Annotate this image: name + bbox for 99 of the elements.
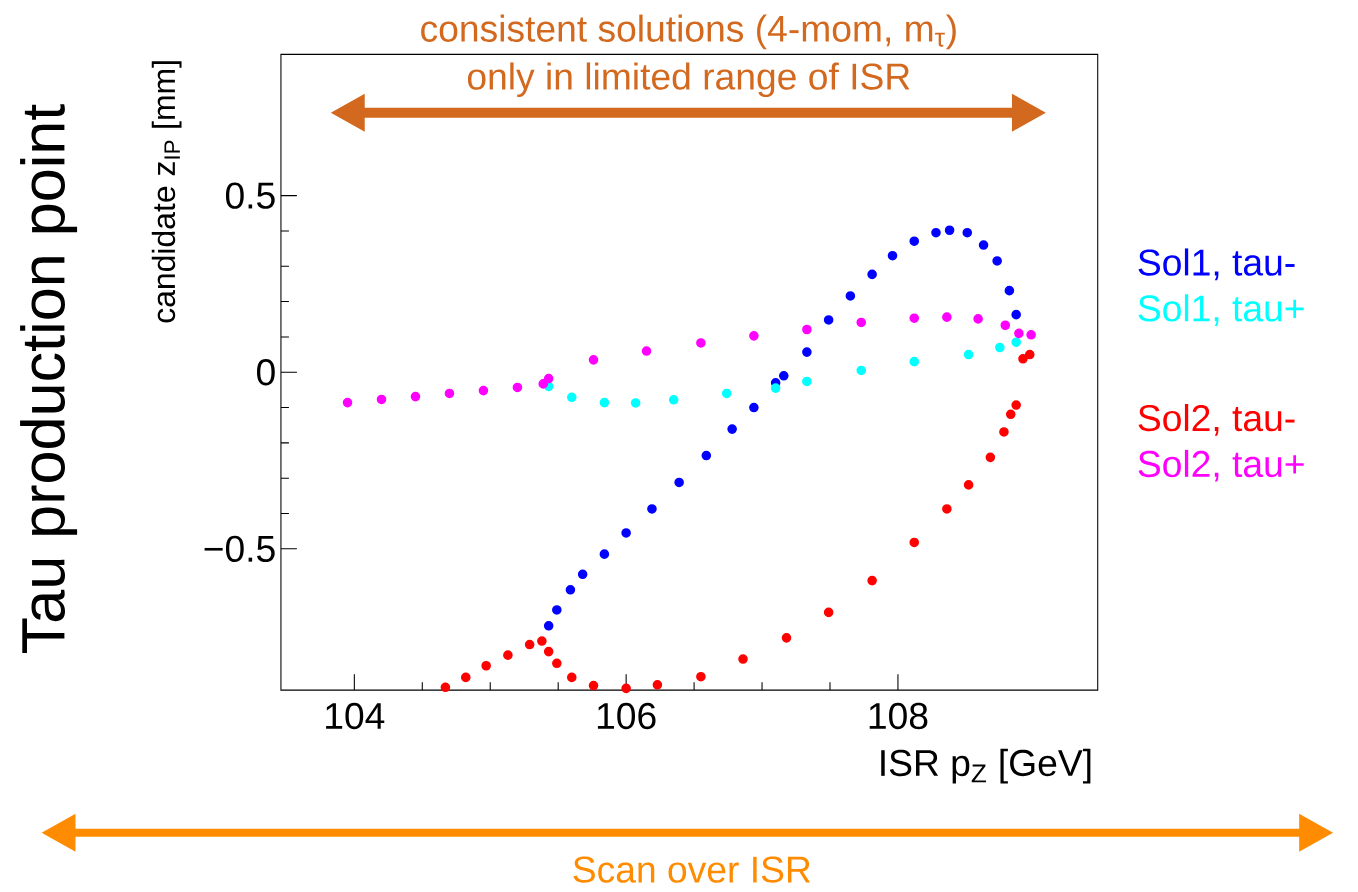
- point: [552, 658, 562, 669]
- text: Tau production point: [20, 104, 78, 654]
- point: [543, 621, 554, 631]
- point: [1011, 400, 1021, 411]
- point: [674, 477, 684, 488]
- point: [1018, 354, 1028, 364]
- point: [1014, 328, 1024, 339]
- text: Sol2, tau-: [1138, 404, 1295, 436]
- point: [909, 537, 920, 548]
- point: [778, 371, 789, 381]
- point: [524, 639, 535, 650]
- point: [668, 395, 679, 405]
- text: Scan over ISR: [573, 856, 811, 884]
- point: [721, 388, 732, 399]
- point: [867, 269, 877, 280]
- point: [770, 383, 781, 394]
- point: [512, 382, 523, 393]
- point: [552, 605, 562, 615]
- y-tick-label: 0.5: [225, 182, 275, 210]
- point: [856, 317, 867, 328]
- point: [802, 347, 812, 358]
- x-axis-title: ISR p$_{Z}$ [GeV]: [881, 749, 1091, 784]
- point: [1024, 350, 1035, 360]
- point: [867, 576, 877, 586]
- text: Sol1, tau+: [1138, 294, 1304, 327]
- point: [931, 228, 941, 238]
- point: [478, 386, 489, 396]
- point: [652, 680, 663, 690]
- point: [410, 392, 421, 402]
- point: [701, 451, 712, 461]
- x-tick-label: 106: [597, 703, 656, 730]
- text: consistent solutions (4-mom, m$_{τ}$): [421, 14, 956, 50]
- point: [444, 388, 455, 399]
- point: [543, 647, 554, 657]
- point: [749, 402, 759, 413]
- point: [985, 452, 996, 463]
- text: Sol1, tau-: [1138, 248, 1295, 281]
- point: [376, 394, 387, 405]
- point: [538, 379, 549, 389]
- point: [887, 251, 898, 261]
- point: [696, 338, 706, 348]
- point: [588, 355, 599, 365]
- point: [543, 374, 554, 384]
- point: [823, 315, 834, 325]
- point: [802, 324, 812, 335]
- point: [696, 672, 706, 682]
- point: [944, 225, 955, 236]
- point: [963, 480, 974, 490]
- point: [845, 291, 856, 301]
- point: [566, 392, 577, 403]
- point: [909, 236, 920, 247]
- point: [565, 585, 576, 595]
- point: [588, 680, 599, 691]
- point: [909, 357, 920, 367]
- point: [481, 661, 491, 671]
- point: [856, 365, 867, 376]
- point: [647, 504, 657, 514]
- y-axis-title: candidate z$_{IP}$ [mm]: [151, 61, 182, 323]
- point: [537, 636, 547, 647]
- point: [802, 376, 812, 387]
- point: [1004, 286, 1015, 296]
- point: [992, 256, 1002, 266]
- point: [942, 504, 952, 514]
- point: [440, 682, 451, 693]
- point: [995, 342, 1005, 353]
- y-tick-label: −0.5: [204, 535, 275, 563]
- point: [630, 398, 641, 408]
- point: [599, 398, 610, 408]
- point: [1011, 310, 1021, 320]
- x-tick-label: 108: [869, 703, 928, 730]
- point: [641, 346, 652, 357]
- point: [1026, 330, 1036, 340]
- point: [1005, 409, 1016, 420]
- point: [1011, 337, 1021, 348]
- point: [503, 650, 513, 661]
- point: [1000, 320, 1011, 331]
- point: [727, 424, 737, 435]
- point: [999, 427, 1009, 437]
- point: [963, 350, 974, 360]
- point: [909, 313, 920, 324]
- text: Sol2, tau+: [1138, 450, 1304, 482]
- point: [599, 549, 610, 560]
- point: [621, 528, 631, 538]
- point: [738, 654, 748, 665]
- point: [460, 672, 471, 683]
- x-tick-label: 104: [326, 703, 385, 730]
- point: [942, 312, 952, 323]
- point: [962, 228, 973, 238]
- annotation: only in limited range of ISR: [467, 62, 910, 98]
- point: [823, 607, 834, 618]
- point: [749, 331, 759, 341]
- point: [621, 683, 631, 694]
- y-tick-label: 0: [257, 359, 275, 386]
- point: [566, 672, 577, 683]
- point: [978, 240, 989, 251]
- point: [781, 633, 792, 643]
- point: [577, 569, 588, 580]
- point: [342, 398, 353, 408]
- point: [973, 314, 983, 324]
